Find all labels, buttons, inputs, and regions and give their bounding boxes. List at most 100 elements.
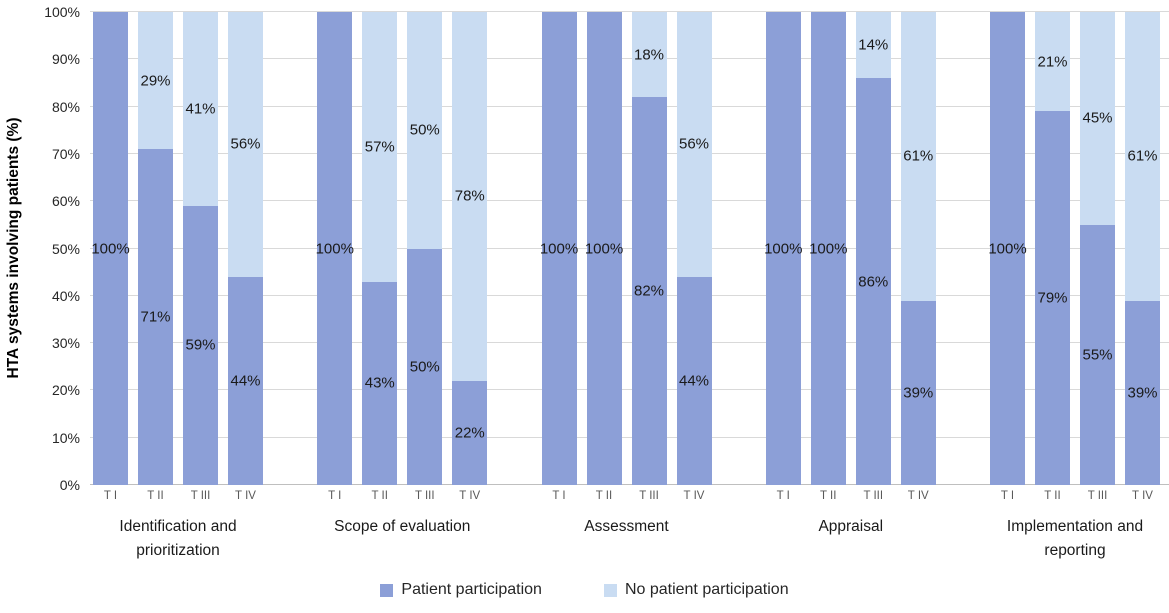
y-tick-label: 60% — [51, 193, 80, 210]
y-tick-label: 10% — [51, 429, 80, 446]
gridline — [90, 152, 1169, 154]
y-tick-label: 0% — [59, 477, 80, 493]
data-label: 100% — [764, 240, 803, 257]
stacked-bar-t-iii: 50% 50% — [407, 12, 443, 485]
data-label: 100% — [584, 240, 624, 257]
data-label: 21% — [1037, 53, 1068, 71]
stacked-bar-t-ii: 57% 43% — [362, 12, 398, 485]
segment-patient-participation: 59% — [183, 205, 218, 485]
segment-patient-participation: 82% — [631, 97, 667, 485]
segment-no-patient-participation: 56% — [228, 12, 263, 277]
x-tick-label: T II — [820, 490, 837, 502]
y-tick-label: 90% — [51, 51, 80, 68]
category-label: Assessment — [584, 518, 669, 535]
stacked-bar-t-iv: 56% 44% — [228, 12, 263, 485]
x-tick-label: T IV — [235, 490, 256, 502]
category-group-labels: Identification and prioritization Scope o… — [90, 515, 1169, 575]
segment-patient-participation: 39% — [1125, 300, 1160, 485]
x-tick-label: T IV — [459, 490, 481, 502]
data-label: 22% — [454, 424, 485, 442]
data-label: 56% — [230, 135, 261, 153]
x-tick-label: T II — [147, 490, 164, 502]
stacked-bar-t-i: 100% — [764, 12, 803, 485]
data-label: 50% — [409, 121, 440, 139]
legend-item-patient-participation: Patient participation — [380, 581, 542, 599]
gridline — [90, 200, 1169, 202]
stacked-bar-t-ii: 100% — [584, 12, 624, 485]
data-label: 14% — [858, 36, 889, 54]
segment-no-patient-participation: 61% — [1125, 12, 1160, 301]
data-label: 55% — [1082, 346, 1113, 364]
stacked-bar-t-i: 100% — [91, 12, 130, 485]
segment-no-patient-participation: 29% — [138, 12, 173, 150]
segment-no-patient-participation: 50% — [407, 12, 443, 249]
y-tick-label: 50% — [51, 240, 80, 257]
x-tick-label: T III — [190, 490, 211, 502]
segment-patient-participation: 71% — [138, 149, 173, 485]
data-label: 45% — [1082, 109, 1113, 127]
segment-patient-participation: 22% — [452, 380, 488, 485]
data-label: 61% — [903, 147, 934, 165]
stacked-bar-t-i: 100% — [988, 12, 1027, 485]
y-tick-label: 100% — [44, 4, 80, 20]
data-label: 82% — [633, 282, 665, 300]
gridline — [90, 294, 1169, 296]
data-label: 100% — [809, 240, 848, 257]
gridline — [90, 247, 1169, 249]
data-label: 50% — [409, 358, 440, 376]
segment-patient-participation: 100% — [315, 12, 354, 485]
segment-no-patient-participation: 41% — [183, 12, 218, 206]
x-tick-label: T II — [1044, 490, 1061, 502]
data-label: 100% — [539, 240, 579, 257]
data-label: 59% — [185, 336, 216, 354]
legend-swatch-patient-participation — [380, 583, 394, 597]
x-tick-label: T IV — [1132, 490, 1153, 502]
segment-no-patient-participation: 18% — [631, 12, 667, 98]
y-axis-tick-labels: 0% 10% 20% 30% 40% 50% 60% 70% 80% 90% 100% — [0, 4, 84, 493]
gridline — [90, 105, 1169, 107]
category-label: Scope of evaluation — [334, 518, 471, 535]
segment-patient-participation: 44% — [228, 276, 263, 485]
segment-patient-participation: 86% — [855, 78, 891, 485]
segment-patient-participation: 39% — [900, 300, 936, 485]
segment-no-patient-participation: 57% — [362, 12, 398, 282]
data-label: 39% — [1127, 384, 1158, 402]
legend-swatch-no-patient-participation — [603, 583, 617, 597]
stacked-bar-t-ii: 100% — [809, 12, 848, 485]
y-tick-label: 40% — [51, 287, 80, 304]
legend-label: Patient participation — [401, 581, 542, 598]
x-tick-label: T IV — [683, 490, 705, 502]
stacked-bar-t-iv: 78% 22% — [452, 12, 488, 485]
segment-no-patient-participation: 14% — [855, 12, 891, 79]
stacked-bar-t-i: 100% — [539, 12, 579, 485]
segment-patient-participation: 44% — [676, 276, 712, 485]
segment-patient-participation: 100% — [539, 12, 579, 485]
data-label: 86% — [858, 273, 889, 291]
data-label: 41% — [185, 100, 216, 118]
stacked-bar-t-iii: 18% 82% — [631, 12, 667, 485]
gridline — [90, 11, 1169, 12]
gridline — [90, 436, 1169, 438]
category-label: Identification and prioritization — [119, 518, 237, 560]
y-tick-label: 20% — [51, 382, 80, 399]
y-tick-label: 80% — [51, 98, 80, 115]
segment-patient-participation: 100% — [764, 12, 803, 485]
x-tick-label: T III — [639, 490, 659, 502]
plot-area: 100% 29% 71% 41% 59% 56% 44% 100% 57% 43% 50% 50% 78… — [90, 11, 1169, 485]
data-label: 39% — [903, 384, 934, 402]
stacked-bar-t-ii: 29% 71% — [138, 12, 173, 485]
stacked-bar-t-i: 100% — [315, 12, 354, 485]
data-label: 100% — [315, 240, 354, 257]
gridline — [90, 342, 1169, 344]
segment-patient-participation: 55% — [1080, 224, 1115, 485]
stacked-bar-t-iv: 61% 39% — [1125, 12, 1160, 485]
segment-no-patient-participation: 21% — [1035, 12, 1070, 112]
x-tick-label: T III — [863, 490, 884, 502]
data-label: 100% — [988, 240, 1027, 257]
data-label: 56% — [678, 135, 710, 153]
data-label: 43% — [364, 374, 395, 392]
x-axis-line — [90, 484, 1169, 485]
legend-label: No patient participation — [624, 581, 789, 598]
y-tick-label: 70% — [51, 145, 80, 162]
